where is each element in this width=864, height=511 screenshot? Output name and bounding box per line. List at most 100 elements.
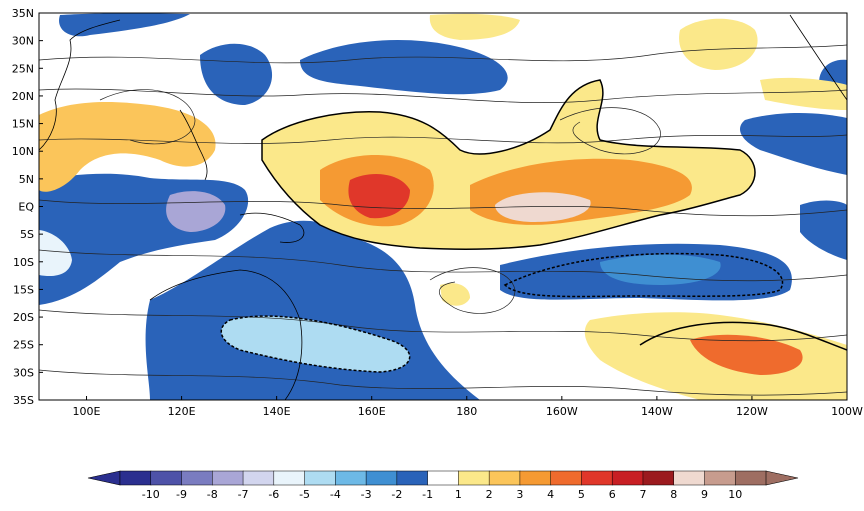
colorbar-swatch <box>273 470 306 486</box>
longitude-tick-label: 120W <box>736 405 768 418</box>
longitude-tick-label: 140E <box>263 405 291 418</box>
colorbar-tick-label: -8 <box>207 488 218 501</box>
latitude-tick-label: 15N <box>12 118 34 131</box>
colorbar-tick-label: -3 <box>361 488 372 501</box>
latitude-tick-label: 35S <box>13 394 34 407</box>
colorbar-tick-label: 3 <box>516 488 523 501</box>
coastline-layer <box>39 14 847 400</box>
colorbar: -10 -9 -8 -7 -6 -5 -4 -3 -2 -1 1 2 3 4 5 6 7 8 9 10 <box>87 470 799 501</box>
latitude-tick-label: 15S <box>13 283 34 296</box>
positive-anomaly-east-small <box>760 77 847 110</box>
map-panel: 35N 30N 25N 20N 15N 10N 5N EQ 5S 10S 15S 20S 25S 30S 3… <box>12 7 863 418</box>
latitude-tick-label: 10N <box>12 145 34 158</box>
streamline-vortex <box>559 107 661 155</box>
colorbar-swatch <box>611 470 644 486</box>
latitude-tick-label: EQ <box>18 201 34 214</box>
positive-anomaly-south-small <box>440 283 470 306</box>
colorbar-swatch <box>488 470 521 486</box>
shaded-anomaly-layer <box>39 13 847 400</box>
coastline-new-guinea <box>239 212 305 243</box>
negative-anomaly-east <box>740 113 847 175</box>
colorbar-tick-label: 2 <box>486 488 493 501</box>
latitude-tick-label: 30N <box>12 35 34 48</box>
colorbar-tick-label: 1 <box>455 488 462 501</box>
latitude-tick-label: 10S <box>13 256 34 269</box>
longitude-axis: 100E 120E 140E 160E 180 160W 140W 120W 100W <box>73 396 863 418</box>
latitude-tick-label: 35N <box>12 7 34 20</box>
negative-core-southeast <box>600 254 721 285</box>
latitude-tick-label: 30S <box>13 366 34 379</box>
latitude-axis: 35N 30N 25N 20N 15N 10N 5N EQ 5S 10S 15S 20S 25S 30S 3… <box>12 7 43 407</box>
coastline-asia <box>39 19 121 151</box>
negative-core-far-west <box>39 230 72 277</box>
colorbar-tick-label: -9 <box>176 488 187 501</box>
streamline <box>39 134 847 144</box>
negative-anomaly-north-1 <box>300 40 508 95</box>
longitude-tick-label: 140W <box>641 405 673 418</box>
colorbar-swatch <box>212 470 244 486</box>
colorbar-swatch <box>642 470 675 486</box>
colorbar-swatch <box>581 470 613 486</box>
colorbar-tick-label: -5 <box>299 488 310 501</box>
negative-anomaly-north-3 <box>59 13 191 37</box>
colorbar-swatch <box>304 470 336 486</box>
colorbar-swatch <box>396 470 429 486</box>
colorbar-swatch <box>734 470 767 486</box>
colorbar-tick-label: 9 <box>701 488 708 501</box>
longitude-tick-label: 100E <box>73 405 101 418</box>
coastline-philippines <box>179 109 208 181</box>
colorbar-swatch <box>365 470 398 486</box>
colorbar-tick-label: -10 <box>142 488 160 501</box>
negative-core-south-pacific <box>221 316 410 372</box>
streamline <box>39 199 847 217</box>
colorbar-swatch <box>119 470 152 486</box>
colorbar-tick-label: -6 <box>268 488 279 501</box>
colorbar-swatch <box>335 470 367 486</box>
latitude-tick-label: 25N <box>12 62 34 75</box>
colorbar-swatch <box>242 470 275 486</box>
streamline-vortex <box>99 89 196 145</box>
positive-anomaly-philippines <box>39 102 216 192</box>
negative-anomaly-east-2 <box>800 200 847 260</box>
longitude-tick-label: 120E <box>168 405 196 418</box>
streamlines-layer <box>39 44 847 396</box>
positive-core-pink <box>495 192 591 222</box>
colorbar-tick-label: 6 <box>609 488 616 501</box>
streamline <box>39 88 847 103</box>
streamline <box>39 369 847 396</box>
positive-contour <box>261 79 756 250</box>
positive-core-southeast <box>690 334 803 375</box>
colorbar-swatch <box>673 470 706 486</box>
latitude-tick-label: 20S <box>13 311 34 324</box>
colorbar-left-arrow <box>87 470 121 486</box>
positive-anomaly-north-center <box>429 13 520 41</box>
colorbar-tick-label: -1 <box>422 488 433 501</box>
colorbar-swatch <box>427 470 459 486</box>
streamline-vortex <box>429 267 516 314</box>
latitude-tick-label: 5S <box>20 228 34 241</box>
longitude-tick-label: 100W <box>831 405 863 418</box>
streamline <box>39 44 847 64</box>
negative-contour <box>503 252 784 298</box>
colorbar-swatch <box>519 470 552 486</box>
longitude-tick-label: 160W <box>546 405 578 418</box>
colorbar-swatch <box>550 470 582 486</box>
colorbar-tick-label: 10 <box>728 488 742 501</box>
longitude-tick-label: 160E <box>358 405 386 418</box>
colorbar-tick-label: 7 <box>639 488 646 501</box>
colorbar-tick-label: 8 <box>670 488 677 501</box>
colorbar-right-arrow <box>765 470 799 486</box>
latitude-tick-label: 5N <box>19 173 34 186</box>
latitude-tick-label: 25S <box>13 339 34 352</box>
colorbar-swatch <box>181 470 213 486</box>
coastline-australia <box>149 269 303 400</box>
colorbar-tick-label: 4 <box>547 488 554 501</box>
contour-layer <box>220 79 847 373</box>
colorbar-tick-label: -4 <box>330 488 341 501</box>
negative-core-maritime <box>166 191 226 232</box>
colorbar-tick-label: 5 <box>578 488 585 501</box>
coastline-americas <box>789 14 847 101</box>
negative-contour <box>220 315 411 373</box>
longitude-tick-label: 180 <box>456 405 477 418</box>
